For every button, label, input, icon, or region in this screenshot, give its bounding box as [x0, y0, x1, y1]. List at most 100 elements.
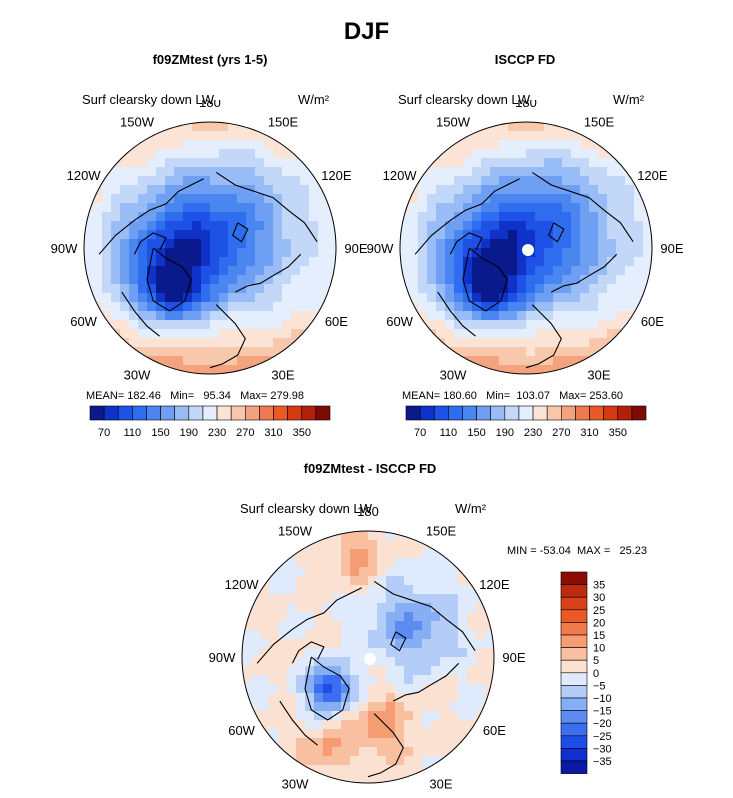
panel-1-lon-label: 30W [124, 367, 151, 382]
panel-3-colorbar-box [560, 647, 588, 661]
panel-3-colorbar-box [560, 748, 588, 762]
panel-1-colorbar-box [315, 405, 331, 421]
panel-3-colorbar-box [560, 609, 588, 623]
panel-2-colorbar-label: 230 [524, 427, 542, 439]
panel-1-lon-label: 150W [120, 115, 155, 130]
panel-1-lon-label: 90E [344, 241, 367, 256]
panel-3-colorbar-label: −25 [593, 731, 612, 743]
panel-3-lon-label: 120E [479, 577, 510, 592]
panel-3-units: W/m² [455, 501, 487, 516]
panel-1-colorbar-label: 230 [208, 427, 226, 439]
panel-2-lon-label: 120E [637, 168, 668, 183]
panel-3-colorbar-label: −20 [593, 718, 612, 730]
panel-3-colorbar-box [560, 584, 588, 598]
panel-3-colorbar-label: −10 [593, 693, 612, 705]
panel-3-colorbar-label: −5 [593, 680, 606, 692]
panel-1-colorbar-label: 310 [264, 427, 282, 439]
panel-2-colorbar-box [617, 405, 633, 421]
panel-1-lon-label: 60W [70, 314, 97, 329]
panel-2-colorbar-box [546, 405, 562, 421]
panel-2-colorbar-box [419, 405, 435, 421]
figure-title: DJF [343, 18, 390, 45]
panel-1-colorbar-box [259, 405, 274, 421]
panel-3-colorbar-box [560, 697, 588, 711]
panel-1-colorbar-box [132, 405, 147, 421]
panel-3-colorbar-label: 20 [593, 617, 605, 629]
panel-2-colorbar-box [575, 405, 590, 421]
panel-2-units: W/m² [613, 92, 645, 107]
panel-2-lon-label: 90E [660, 241, 683, 256]
panel-3-coastlines [256, 580, 476, 778]
panel-1-colorbar-box [273, 405, 288, 421]
panel-2-colorbar-box [504, 405, 520, 421]
panel-1-colorbar-label: 270 [236, 427, 254, 439]
panel-3-lon-label: 150E [426, 524, 457, 539]
panel-1-colorbar-box [117, 405, 133, 421]
panel-3-colorbar-box [560, 622, 588, 636]
panel-3-colorbar-label: −15 [593, 706, 612, 718]
panel-1-lon-label: 0 [206, 387, 213, 390]
panel-3-colorbar-box [560, 722, 588, 737]
panel-2-title: ISCCP FD [494, 52, 556, 67]
panel-3-colorbar-box [560, 672, 588, 686]
panel-1-colorbar-box [174, 405, 190, 421]
panel-3-lon-label: 60W [228, 723, 255, 738]
panel-1-colorbar-label: 190 [180, 427, 198, 439]
panel-3-lon-label: 90W [209, 650, 236, 665]
panel-2-colorbar-box [462, 405, 477, 421]
panel-3-stats: MIN = -53.04 MAX = 25.23 [507, 545, 648, 557]
panel-3-colorbar-box [560, 710, 588, 724]
panel-2-colorbar-box [433, 405, 449, 421]
panel-3-colorbar-label: 0 [593, 668, 599, 680]
panel-2-colorbar-label: 190 [496, 427, 514, 439]
panel-1-colorbar-label: 350 [293, 427, 311, 439]
panel-2-colorbar-box [631, 405, 647, 421]
panel-2-lon-label: 30E [587, 367, 610, 382]
panel-3-lon-label: 120W [225, 577, 260, 592]
panel-1-polar-map: 180 150E 120E 90E 60E 30E 0 30W 60W 90W 120W 150W [51, 100, 368, 390]
panel-2-colorbar-box [560, 405, 576, 421]
panel-2-variable-label: Surf clearsky down LW [398, 92, 530, 107]
panel-2-colorbar-box [589, 405, 604, 421]
panel-1-lon-label: 30E [271, 367, 294, 382]
panel-1-lon-label: 60E [325, 314, 348, 329]
panel-1-colorbar-box [146, 405, 161, 421]
panel-3-colorbar-box [560, 760, 588, 774]
panel-3-pole-missing [364, 653, 376, 665]
panel-2-stats: MEAN= 180.60 Min= 103.07 Max= 253.60 [402, 390, 624, 402]
panel-2-colorbar-label: 310 [580, 427, 598, 439]
panel-1-units: W/m² [298, 92, 330, 107]
panel-3-colorbar-box [560, 659, 588, 674]
panel-2-colorbar-label: 110 [440, 427, 458, 439]
panel-3-colorbar-box [560, 634, 588, 648]
panel-2-colorbar: 70 110 150 190 230 270 310 350 [405, 405, 647, 439]
panel-2-pole-missing [522, 244, 534, 256]
panel-2-colorbar-box [448, 405, 463, 421]
panel-1-variable-label: Surf clearsky down LW [82, 92, 214, 107]
panel-2-colorbar-label: 270 [552, 427, 570, 439]
panel-3-colorbar-label: 5 [593, 655, 599, 667]
panel-3-variable-label: Surf clearsky down LW [240, 501, 372, 516]
panel-3-lon-label: 30E [429, 776, 452, 791]
panel-3-map-outline [241, 530, 495, 784]
panel-2-colorbar-label: 70 [414, 427, 426, 439]
panel-3-lon-label: 0 [364, 796, 371, 798]
panel-3-colorbar-label: −35 [593, 756, 612, 768]
panel-3-colorbar-label: 35 [593, 580, 605, 592]
panel-2-colorbar-label: 150 [467, 427, 485, 439]
panel-3-colorbar-label: 30 [593, 592, 605, 604]
panel-2-lon-label: 60W [386, 314, 413, 329]
panel-3-colorbar-label: −30 [593, 743, 612, 755]
panel-2-lon-label: 60E [641, 314, 664, 329]
panel-3-title: f09ZMtest - ISCCP FD [303, 461, 437, 476]
panel-1-stats: MEAN= 182.46 Min= 95.34 Max= 279.98 [86, 390, 304, 402]
panel-2-colorbar-box [518, 405, 534, 421]
panel-3-polar-map: 180 150E 120E 90E 60E 30E 0 30W 60W 90W 120W 150W [209, 505, 526, 798]
panel-2-colorbar-label: 350 [609, 427, 627, 439]
panel-3-colorbar-label: 10 [593, 643, 605, 655]
panel-2-map-outline [399, 121, 653, 375]
panel-3-lon-label: 30W [282, 776, 309, 791]
panel-1-map-outline [83, 121, 337, 375]
panel-2-lon-label: 90W [367, 241, 394, 256]
